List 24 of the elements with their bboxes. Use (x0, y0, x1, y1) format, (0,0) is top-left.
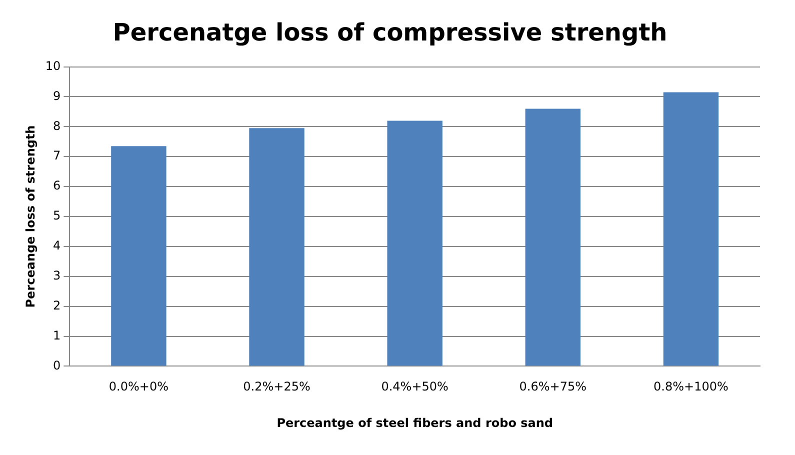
y-tick-label: 2 (53, 298, 61, 312)
y-tick-label: 10 (45, 58, 61, 73)
y-tick-label: 6 (53, 178, 61, 193)
x-tick-label: 0.0%+0% (108, 380, 168, 394)
y-tick-label: 5 (53, 208, 61, 223)
chart-title: Percenatge loss of compressive strength (112, 18, 668, 47)
bar (111, 146, 166, 366)
y-tick-label: 1 (53, 328, 61, 342)
x-tick-label: 0.8%+100% (654, 380, 728, 394)
x-axis-title: Perceantge of steel fibers and robo sand (276, 416, 553, 430)
y-tick-label: 0 (53, 358, 61, 372)
bar (249, 128, 304, 366)
y-tick-label: 3 (53, 268, 61, 283)
bar (525, 108, 581, 366)
y-tick-label: 4 (53, 238, 61, 253)
x-tick-label: 0.2%+25% (243, 380, 310, 394)
y-tick-label: 8 (53, 118, 61, 133)
bar (387, 120, 442, 366)
y-tick-label: 7 (53, 148, 61, 163)
x-tick-label: 0.6%+75% (519, 380, 587, 394)
y-axis-title: Perceange loss of strength (23, 125, 38, 308)
x-tick-label: 0.4%+50% (381, 380, 448, 394)
y-tick-label: 9 (53, 88, 61, 103)
bar (663, 92, 719, 366)
